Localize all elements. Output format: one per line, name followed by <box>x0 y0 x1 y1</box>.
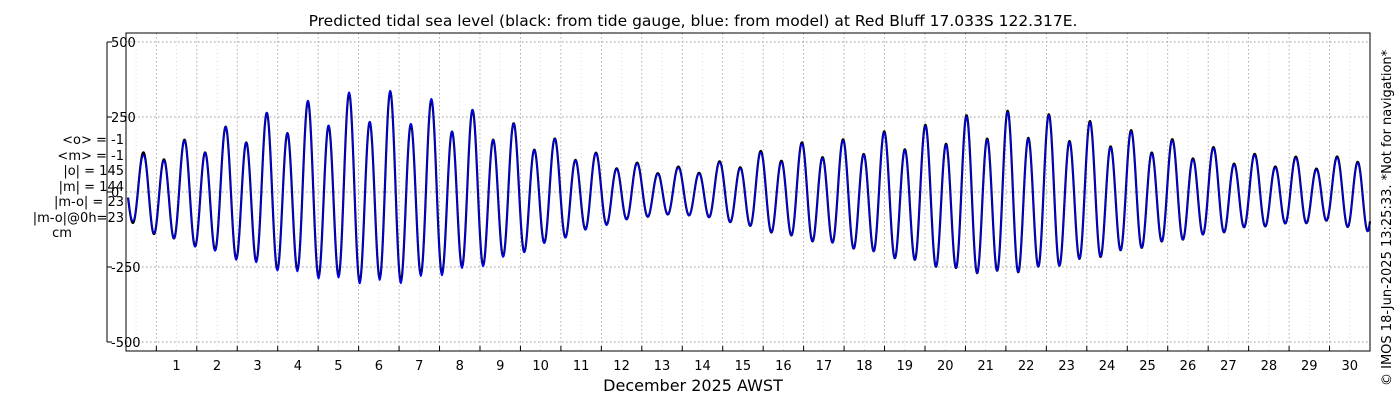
stat-unit: cm <box>52 226 72 241</box>
x-tick-label: 6 <box>375 359 383 374</box>
series-lines <box>126 89 1372 285</box>
stat-abs-diff: |m-o| = 23 <box>53 195 124 210</box>
x-tick-label: 5 <box>334 359 342 374</box>
x-tick-label: 25 <box>1139 359 1156 374</box>
stat-abs-observed: |o| = 145 <box>63 164 124 179</box>
stat-mean-model: <m> = -1 <box>57 148 124 164</box>
x-tick-label: 22 <box>1018 359 1035 374</box>
series-line-gauge <box>126 90 1372 283</box>
x-tick-label: 7 <box>415 359 423 374</box>
x-tick-label: 19 <box>896 359 913 374</box>
x-tick-label: 21 <box>977 359 994 374</box>
x-tick-label: 20 <box>937 359 954 374</box>
chart-title: Predicted tidal sea level (black: from t… <box>309 12 1078 30</box>
x-tick-label: 4 <box>294 359 302 374</box>
x-tick-label: 27 <box>1220 359 1237 374</box>
stats-annotation: <o> = -1 <m> = -1 |o| = 145 |m| = 144 |m… <box>0 133 124 242</box>
x-tick-label: 30 <box>1341 359 1358 374</box>
x-tick-label: 28 <box>1261 359 1278 374</box>
x-tick-label: 10 <box>532 359 549 374</box>
x-tick-label: 29 <box>1301 359 1318 374</box>
y-tick-label: 0 <box>111 186 119 201</box>
x-tick-label: 15 <box>735 359 752 374</box>
x-axis-label: December 2025 AWST <box>603 376 783 395</box>
credit-text: © IMOS 18-Jun-2025 13:25:33. *Not for na… <box>1380 49 1395 386</box>
series-line-model <box>127 89 1371 285</box>
x-tick-label: 24 <box>1099 359 1116 374</box>
x-tick-label: 13 <box>654 359 671 374</box>
x-tick-label: 14 <box>694 359 711 374</box>
y-axis: 500 250 0 -250 -500 <box>106 36 141 351</box>
x-tick-label: 18 <box>856 359 873 374</box>
x-tick-label: 12 <box>613 359 630 374</box>
y-tick-label: 250 <box>111 111 136 126</box>
stat-abs-model: |m| = 144 <box>58 179 124 195</box>
grid <box>126 33 1370 351</box>
stat-abs-diff-0h: |m-o|@0h=23 <box>32 210 124 226</box>
x-tick-label: 1 <box>172 359 180 374</box>
x-tick-label: 2 <box>213 359 221 374</box>
x-axis: 1 2 3 4 5 6 7 8 9 10 11 12 13 14 15 16 17 18 19 20 21 22 23 24 2… <box>155 346 1358 374</box>
x-tick-label: 17 <box>816 359 833 374</box>
x-tick-label: 9 <box>496 359 504 374</box>
y-tick-label: -250 <box>111 261 141 276</box>
x-tick-label: 11 <box>573 359 590 374</box>
x-tick-label: 8 <box>456 359 464 374</box>
credit-note: © IMOS 18-Jun-2025 13:25:33. *Not for na… <box>1380 14 1395 386</box>
x-tick-label: 16 <box>775 359 792 374</box>
y-tick-label: 500 <box>111 36 136 51</box>
stat-mean-observed: <o> = -1 <box>62 133 124 148</box>
plot-frame <box>125 32 1371 352</box>
x-tick-label: 26 <box>1180 359 1197 374</box>
y-tick-label: -500 <box>111 336 141 351</box>
x-tick-label: 3 <box>253 359 261 374</box>
x-tick-label: 23 <box>1058 359 1075 374</box>
